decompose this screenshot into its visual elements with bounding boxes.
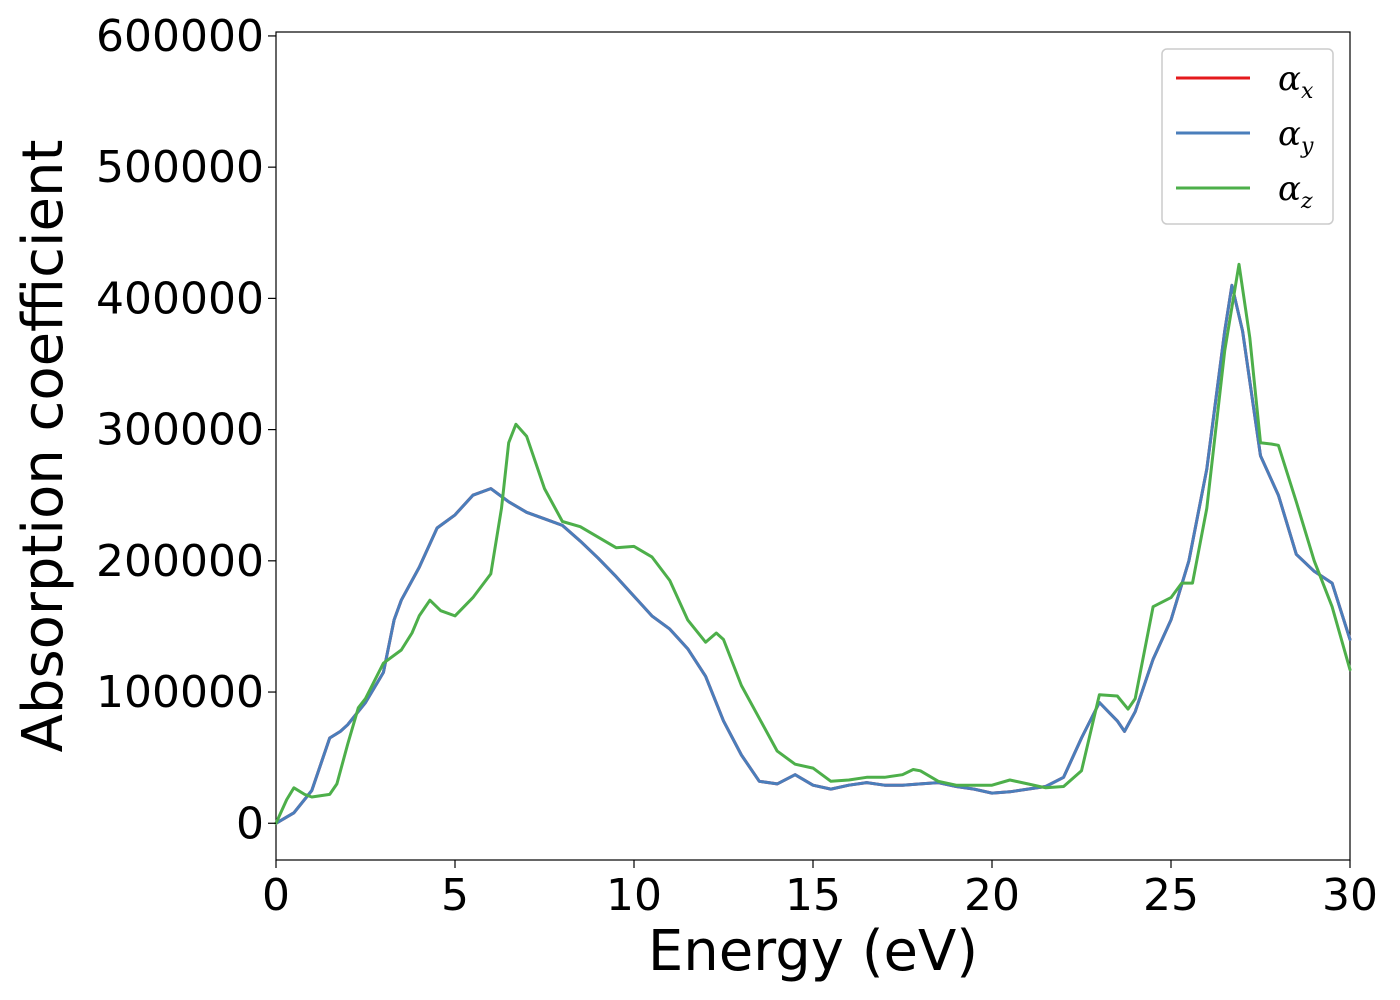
- y-tick-label: 200000: [96, 536, 264, 587]
- x-tick-label: 20: [964, 870, 1020, 921]
- legend-label-x: αx: [1278, 59, 1314, 104]
- y-tick-label: 400000: [96, 273, 264, 324]
- series-line-z: [274, 262, 1352, 825]
- series-line-y: [274, 283, 1352, 825]
- legend-label-symbol: α: [1278, 59, 1301, 99]
- x-tick-label: 10: [606, 870, 662, 921]
- legend-label-z: αz: [1278, 169, 1313, 214]
- x-tick-label: 15: [785, 870, 841, 921]
- y-tick-label: 600000: [96, 11, 264, 62]
- x-ticks: 0 5 10 15 20 25 30: [262, 860, 1378, 921]
- legend-label-subscript: z: [1300, 189, 1313, 214]
- y-tick-label: 100000: [96, 667, 264, 718]
- x-tick-label: 30: [1322, 870, 1378, 921]
- legend-label-y: αy: [1278, 114, 1314, 159]
- legend-label-symbol: α: [1278, 114, 1301, 154]
- x-tick-label: 0: [262, 870, 290, 921]
- y-tick-label: 300000: [96, 405, 264, 456]
- y-axis-title: Absorption coefficient: [11, 140, 76, 753]
- legend-label-subscript: y: [1300, 134, 1314, 159]
- y-tick-label: 500000: [96, 142, 264, 193]
- x-tick-label: 25: [1143, 870, 1199, 921]
- x-tick-label: 5: [441, 870, 469, 921]
- series-group: [274, 262, 1352, 825]
- y-tick-label: 0: [236, 798, 264, 849]
- legend-label-symbol: α: [1278, 169, 1301, 209]
- x-axis-title: Energy (eV): [648, 919, 978, 984]
- legend-box: [1161, 48, 1334, 225]
- legend-label-subscript: x: [1301, 79, 1314, 104]
- y-ticks: 0 100000 200000 300000 400000 500000 600000: [96, 11, 276, 849]
